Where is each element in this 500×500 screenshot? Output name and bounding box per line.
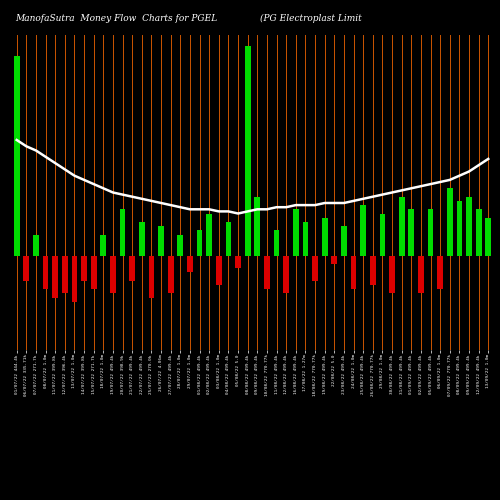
Text: (PG Electroplast Limit: (PG Electroplast Limit [260, 14, 362, 23]
Bar [341, 226, 347, 256]
Bar [91, 256, 96, 289]
Bar [293, 210, 298, 256]
Bar [389, 256, 395, 294]
Bar [264, 256, 270, 289]
Bar [24, 256, 29, 280]
Bar [235, 256, 241, 268]
Bar [274, 230, 280, 256]
Bar [120, 210, 126, 256]
Bar [380, 214, 386, 256]
Bar [322, 218, 328, 256]
Bar [428, 210, 434, 256]
Bar [100, 234, 106, 256]
Bar [466, 196, 472, 256]
Bar [187, 256, 193, 272]
Bar [408, 210, 414, 256]
Bar [447, 188, 452, 256]
Bar [178, 234, 183, 256]
Bar [370, 256, 376, 285]
Bar [312, 256, 318, 280]
Bar [52, 256, 58, 298]
Bar [399, 196, 404, 256]
Bar [456, 201, 462, 256]
Bar [216, 256, 222, 285]
Bar [42, 256, 48, 289]
Bar [245, 46, 250, 256]
Bar [476, 210, 482, 256]
Bar [486, 218, 491, 256]
Bar [148, 256, 154, 298]
Bar [81, 256, 87, 280]
Bar [418, 256, 424, 294]
Bar [62, 256, 68, 294]
Bar [206, 214, 212, 256]
Bar [110, 256, 116, 294]
Bar [284, 256, 289, 294]
Bar [226, 222, 232, 256]
Bar [130, 256, 135, 280]
Bar [72, 256, 78, 302]
Bar [158, 226, 164, 256]
Bar [14, 56, 20, 256]
Bar [332, 256, 337, 264]
Bar [168, 256, 173, 294]
Bar [254, 196, 260, 256]
Bar [360, 205, 366, 256]
Bar [350, 256, 356, 289]
Bar [438, 256, 443, 289]
Bar [33, 234, 39, 256]
Bar [196, 230, 202, 256]
Bar [139, 222, 144, 256]
Bar [302, 222, 308, 256]
Text: ManofaSutra  Money Flow  Charts for PGEL: ManofaSutra Money Flow Charts for PGEL [15, 14, 217, 23]
